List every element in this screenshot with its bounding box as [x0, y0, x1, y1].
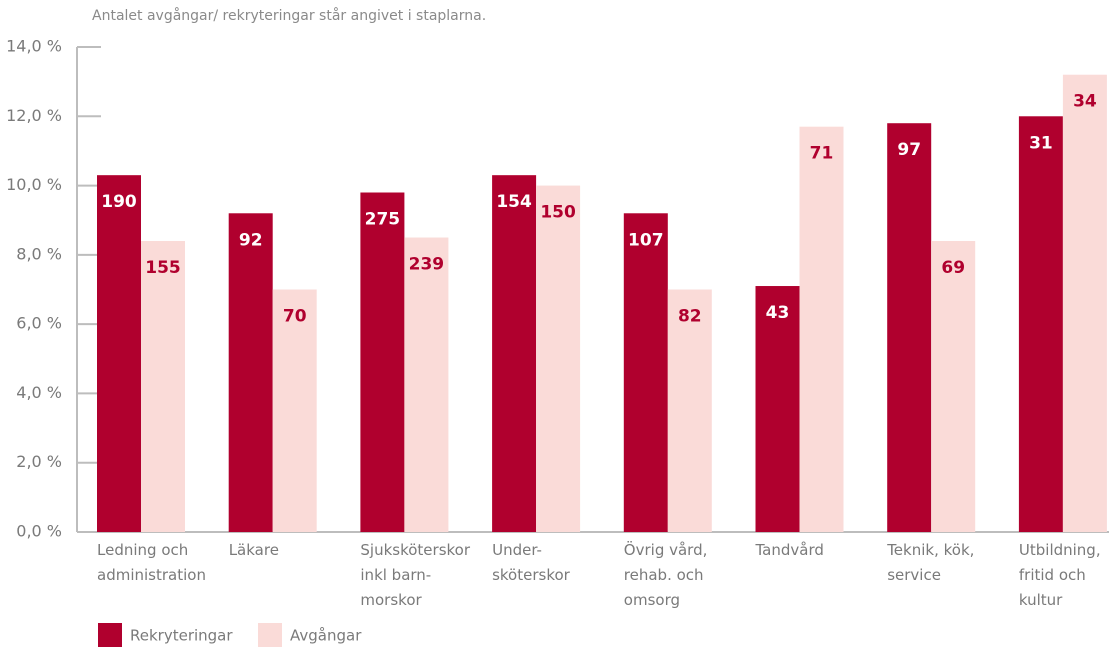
bar — [1018, 116, 1063, 533]
value-label: 34 — [1073, 92, 1097, 112]
value-label: 239 — [409, 255, 445, 275]
x-tick-label: Under-sköterskor — [492, 541, 571, 584]
value-label: 43 — [766, 303, 790, 323]
bar — [97, 175, 141, 532]
x-tick-label-line: Läkare — [229, 541, 279, 559]
y-tick-label: 14,0 % — [6, 37, 62, 56]
y-tick-label: 12,0 % — [6, 106, 62, 125]
bar — [492, 175, 537, 532]
x-tick-label-line: Ledning och — [97, 541, 188, 559]
x-tick-label-line: Utbildning, — [1019, 541, 1101, 559]
bar — [931, 241, 976, 532]
x-tick-label-line: service — [887, 566, 941, 584]
x-tick-label: Utbildning, fritid och kultur — [1019, 541, 1101, 609]
x-tick-label-line: omsorg — [624, 591, 680, 609]
x-tick-label: Sjuksköterskor inkl barn-morskor — [360, 541, 470, 609]
value-label: 107 — [628, 230, 664, 250]
bar — [272, 289, 317, 532]
x-tick-label: Övrig vård, rehab. och omsorg — [624, 540, 708, 609]
x-tick-label-line: Teknik, kök, — [886, 541, 974, 559]
bar — [360, 192, 405, 532]
y-tick-label: 6,0 % — [16, 314, 62, 333]
y-tick-label: 0,0 % — [16, 522, 62, 541]
x-tick-label-line: sköterskor — [492, 566, 571, 584]
x-tick-label-line: Tandvård — [755, 541, 824, 559]
bar — [1062, 74, 1107, 532]
x-tick-label-line: Under- — [492, 541, 542, 559]
x-tick-label-line: morskor — [360, 591, 422, 609]
x-tick-label: Tandvård — [755, 541, 824, 559]
legend-swatch — [98, 623, 122, 647]
x-tick-label: Ledning och administration — [97, 541, 206, 584]
y-tick-label: 4,0 % — [16, 383, 62, 402]
x-tick-label-line: kultur — [1019, 591, 1063, 609]
y-tick-label: 2,0 % — [16, 452, 62, 471]
value-label: 70 — [283, 307, 307, 327]
chart-subtitle: Antalet avgångar/ rekryteringar står ang… — [92, 7, 486, 24]
bar — [887, 123, 932, 532]
x-tick-label-line: inkl barn- — [360, 566, 431, 584]
bar — [623, 213, 668, 533]
bar — [404, 237, 449, 533]
value-label: 92 — [239, 230, 263, 250]
x-tick-label-line: administration — [97, 566, 206, 584]
bar — [536, 185, 581, 533]
bar — [141, 241, 185, 532]
value-label: 275 — [365, 210, 401, 230]
value-label: 31 — [1029, 133, 1053, 153]
bar — [799, 126, 844, 532]
bar — [228, 213, 273, 533]
value-label: 150 — [540, 203, 576, 223]
x-tick-label-line: Sjuksköterskor — [360, 541, 470, 559]
bar — [667, 289, 712, 532]
legend-label: Avgångar — [290, 627, 362, 645]
value-label: 69 — [941, 258, 965, 278]
legend-swatch — [258, 623, 282, 647]
y-tick-label: 10,0 % — [6, 175, 62, 194]
x-tick-label-line: fritid och — [1019, 566, 1086, 584]
legend-label: Rekryteringar — [130, 627, 233, 645]
y-tick-label: 8,0 % — [16, 244, 62, 263]
bar — [755, 286, 800, 532]
x-tick-label: Teknik, kök, service — [886, 541, 974, 584]
x-tick-label-line: Övrig vård, — [624, 540, 708, 559]
value-label: 71 — [810, 144, 834, 164]
value-label: 97 — [897, 140, 921, 160]
value-label: 190 — [101, 192, 137, 212]
value-label: 154 — [496, 192, 532, 212]
value-label: 155 — [145, 258, 181, 278]
value-label: 82 — [678, 307, 702, 327]
x-tick-label: Läkare — [229, 541, 279, 559]
x-tick-label-line: rehab. och — [624, 566, 704, 584]
